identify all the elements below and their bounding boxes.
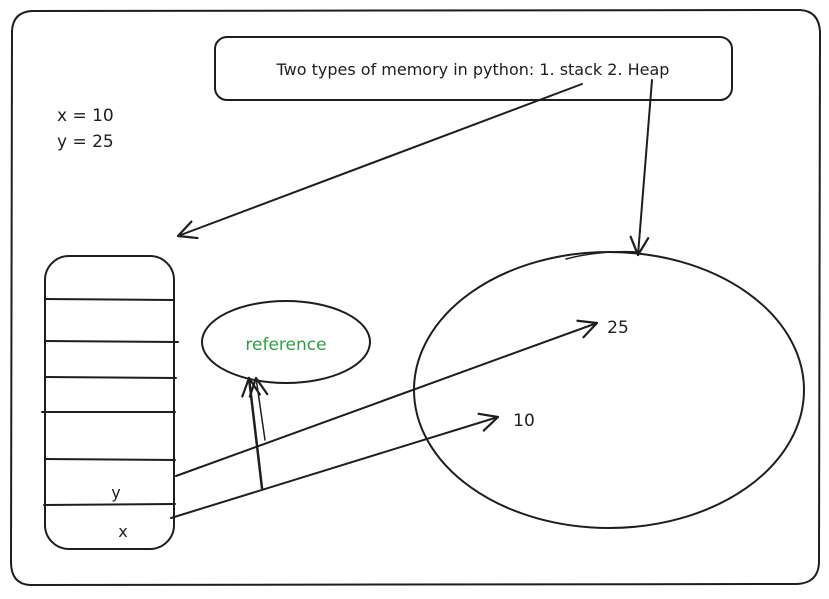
reference-label: reference bbox=[245, 335, 326, 355]
arrow-x-to-10 bbox=[170, 412, 500, 519]
stack-divider-2 bbox=[44, 340, 179, 343]
outer-frame bbox=[10, 9, 821, 586]
arrow-note-to-stack bbox=[176, 83, 583, 240]
code-line-y: y = 25 bbox=[57, 132, 114, 152]
stack-slot-y-label: y bbox=[111, 483, 120, 502]
arrows bbox=[170, 79, 653, 519]
code-snippet: x = 10 y = 25 bbox=[57, 106, 114, 152]
title-note-text: Two types of memory in python: 1. stack … bbox=[276, 60, 670, 79]
heap-ellipse bbox=[413, 251, 805, 529]
heap-value-25: 25 bbox=[607, 318, 629, 338]
heap-block: 25 10 bbox=[413, 250, 805, 529]
code-line-x: x = 10 bbox=[57, 106, 114, 126]
stack-container bbox=[44, 255, 175, 550]
reference-ellipse bbox=[201, 300, 371, 384]
stack-divider-5 bbox=[44, 458, 176, 461]
title-note: Two types of memory in python: 1. stack … bbox=[214, 36, 733, 101]
stack-divider-3 bbox=[44, 376, 177, 379]
stack-divider-6 bbox=[43, 503, 176, 506]
arrow-pointer-to-reference-overdraw bbox=[248, 376, 269, 441]
stack-slot-x-label: x bbox=[118, 522, 127, 541]
stack-block: y x bbox=[41, 255, 179, 550]
reference-bubble: reference bbox=[201, 300, 371, 384]
title-note-box bbox=[214, 36, 733, 101]
stack-divider-1 bbox=[44, 298, 175, 301]
heap-value-10: 10 bbox=[513, 411, 535, 431]
arrow-note-to-heap bbox=[629, 79, 653, 257]
arrow-y-to-25 bbox=[175, 319, 599, 477]
arrow-pointer-to-reference bbox=[241, 376, 264, 490]
